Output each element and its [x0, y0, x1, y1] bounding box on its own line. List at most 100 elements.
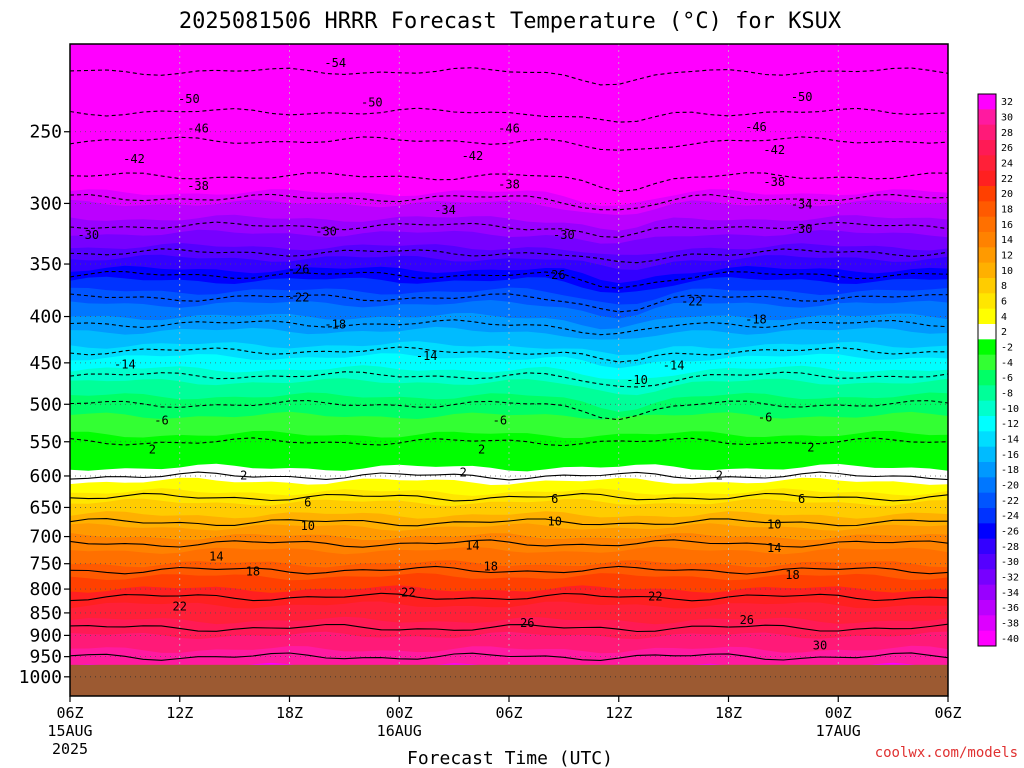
- y-tick-label: 350: [29, 254, 62, 275]
- contour-label: -38: [498, 178, 520, 192]
- contour-line: [70, 172, 948, 193]
- colorbar-label: 24: [1001, 159, 1013, 170]
- contour-line: [70, 107, 948, 123]
- colorbar-swatch: [978, 140, 996, 156]
- colorbar-swatch: [978, 109, 996, 126]
- colorbar-swatch: [978, 278, 996, 294]
- contour-label: -42: [462, 149, 484, 163]
- contour-line: [70, 471, 948, 481]
- contour-label: -50: [178, 92, 200, 106]
- colorbar-label: 26: [1001, 143, 1013, 154]
- colorbar-swatch: [978, 600, 996, 616]
- contour-line: [70, 592, 948, 602]
- contour-line: [70, 248, 948, 264]
- contour-label: -6: [758, 410, 772, 424]
- x-tick-label: 00Z: [825, 704, 852, 722]
- colorbar-label: 2: [1001, 327, 1007, 338]
- colorbar-label: -12: [1001, 419, 1019, 430]
- contour-label: -30: [77, 228, 99, 242]
- contour-label: 14: [767, 541, 781, 555]
- ground-fill: [70, 664, 948, 696]
- colorbar-label: -38: [1001, 619, 1019, 630]
- y-tick-label: 800: [29, 579, 62, 600]
- colorbar-label: -32: [1001, 573, 1019, 584]
- y-tick-label: 900: [29, 625, 62, 646]
- contour-label: -38: [187, 179, 209, 193]
- y-tick-label: 1000: [19, 667, 62, 688]
- contour-line: [70, 652, 948, 661]
- contour-label: 26: [740, 613, 754, 627]
- contour-label: -10: [626, 373, 648, 387]
- colorbar-swatch: [978, 155, 996, 172]
- contour-label: 10: [548, 515, 562, 529]
- x-tick-label: 12Z: [605, 704, 632, 722]
- contour-line: [70, 539, 948, 548]
- colorbar-label: 30: [1001, 113, 1013, 124]
- contour-label: 2: [478, 443, 485, 457]
- y-tick-label: 600: [29, 466, 62, 487]
- x-axis-label: Forecast Time (UTC): [407, 748, 613, 768]
- colorbar-label: -28: [1001, 542, 1019, 553]
- colorbar-swatch: [978, 186, 996, 202]
- colorbar-swatch: [978, 446, 996, 463]
- contour-label: -26: [288, 263, 310, 277]
- colorbar-label: 16: [1001, 220, 1013, 231]
- colorbar-swatch: [978, 462, 996, 478]
- colorbar-swatch: [978, 554, 996, 570]
- contour-line: [70, 67, 948, 86]
- colorbar-swatch: [978, 400, 996, 417]
- contour-line: [70, 193, 948, 211]
- colorbar-swatch: [978, 170, 996, 187]
- contour-line: [70, 346, 948, 363]
- contour-line: [70, 518, 948, 527]
- x-tick-date: 15AUG: [47, 722, 92, 740]
- contour-label: 10: [767, 518, 781, 532]
- contour-line: [70, 565, 948, 575]
- contour-label: -30: [315, 224, 337, 238]
- colorbar-label: -16: [1001, 450, 1019, 461]
- y-tick-label: 550: [29, 432, 62, 453]
- colorbar-label: -10: [1001, 404, 1019, 415]
- contour-line: [70, 221, 948, 238]
- colorbar-swatch: [978, 201, 996, 218]
- grid-lines: [70, 44, 948, 696]
- colorbar-label: -8: [1001, 389, 1013, 400]
- contour-label: 18: [785, 568, 799, 582]
- colorbar-swatch: [978, 216, 996, 233]
- contour-label: 30: [813, 638, 827, 652]
- colorbar-swatch: [978, 262, 996, 279]
- colorbar-label: -18: [1001, 465, 1019, 476]
- contour-label: -34: [791, 198, 813, 212]
- colorbar-label: -26: [1001, 527, 1019, 538]
- contour-label: -42: [763, 143, 785, 157]
- colorbar-label: -34: [1001, 588, 1019, 599]
- contour-line: [70, 400, 948, 421]
- contour-label: -30: [791, 222, 813, 236]
- y-tick-label: 300: [29, 193, 62, 214]
- contour-label: -14: [663, 358, 685, 372]
- contour-label: 2: [240, 468, 247, 482]
- colorbar-label: -40: [1001, 634, 1019, 645]
- contour-label: -6: [493, 413, 507, 427]
- colorbar-swatch: [978, 538, 996, 555]
- colorbar-swatch: [978, 124, 996, 141]
- colorbar-swatch: [978, 508, 996, 524]
- contour-label: -26: [544, 268, 566, 282]
- colorbar-swatch: [978, 339, 996, 356]
- colorbar-swatch: [978, 370, 996, 386]
- colorbar-label: -2: [1001, 343, 1013, 354]
- x-tick-date: 17AUG: [816, 722, 861, 740]
- contour-label: -14: [416, 349, 438, 363]
- colorbar-label: 22: [1001, 174, 1013, 185]
- colorbar-swatch: [978, 492, 996, 509]
- colorbar-label: -6: [1001, 373, 1013, 384]
- contour-label: 2: [716, 468, 723, 482]
- colorbar-label: 10: [1001, 266, 1013, 277]
- x-tick-label: 06Z: [56, 704, 83, 722]
- x-tick-label: 18Z: [276, 704, 303, 722]
- contour-label: 10: [301, 519, 315, 533]
- y-tick-label: 750: [29, 554, 62, 575]
- contour-label: 6: [798, 492, 805, 506]
- colorbar-swatch: [978, 385, 996, 402]
- colorbar-swatch: [978, 477, 996, 494]
